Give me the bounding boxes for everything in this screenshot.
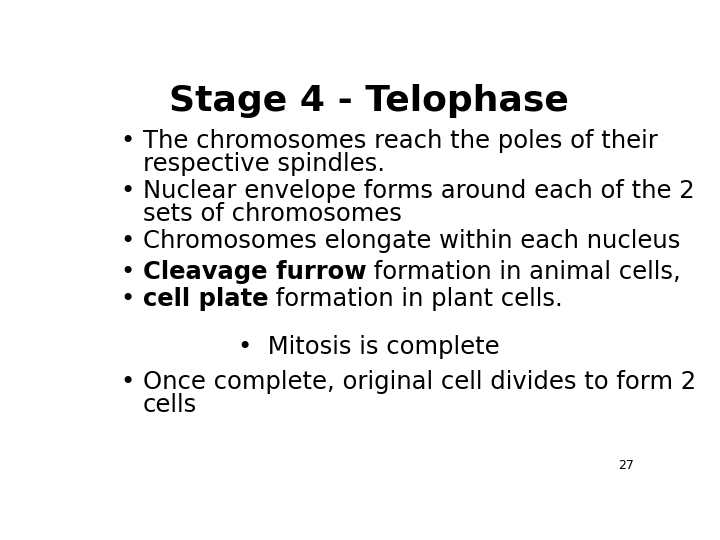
Text: Cleavage furrow: Cleavage furrow (143, 260, 366, 284)
Text: •: • (121, 287, 143, 311)
Text: The chromosomes reach the poles of their: The chromosomes reach the poles of their (143, 129, 657, 153)
Text: cells: cells (143, 393, 197, 417)
Text: •  Mitosis is complete: • Mitosis is complete (238, 335, 500, 359)
Text: formation in animal cells,: formation in animal cells, (366, 260, 681, 284)
Text: cell plate: cell plate (143, 287, 268, 311)
Text: Chromosomes elongate within each nucleus: Chromosomes elongate within each nucleus (143, 229, 680, 253)
Text: respective spindles.: respective spindles. (143, 152, 385, 176)
Text: •: • (121, 370, 143, 394)
Text: formation in plant cells.: formation in plant cells. (268, 287, 563, 311)
Text: •: • (121, 179, 143, 203)
Text: •: • (121, 129, 143, 153)
Text: Nuclear envelope forms around each of the 2: Nuclear envelope forms around each of th… (143, 179, 694, 203)
Text: •: • (121, 229, 143, 253)
Text: Stage 4 - Telophase: Stage 4 - Telophase (169, 84, 569, 118)
Text: Once complete, original cell divides to form 2: Once complete, original cell divides to … (143, 370, 696, 394)
Text: •: • (121, 260, 143, 284)
Text: 27: 27 (618, 460, 634, 472)
Text: sets of chromosomes: sets of chromosomes (143, 202, 402, 226)
